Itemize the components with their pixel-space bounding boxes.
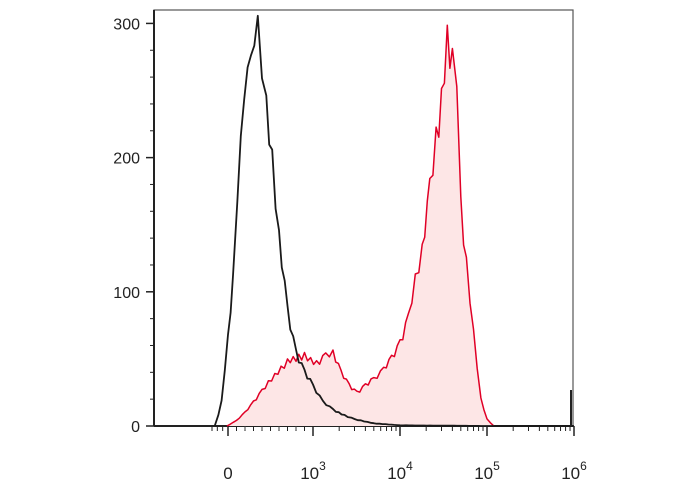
series-line (213, 14, 574, 427)
x-tick-base: 10 (300, 464, 319, 483)
series-area (226, 25, 494, 426)
x-tick-exponent: 3 (319, 459, 326, 473)
plot-frame (153, 9, 574, 427)
x-tick-base: 10 (474, 464, 493, 483)
x-tick-label: 106 (561, 459, 587, 483)
y-tick-label: 100 (113, 285, 140, 302)
x-tick-exponent: 6 (580, 459, 587, 473)
x-tick-label: 105 (474, 459, 500, 483)
x-tick-label: 103 (300, 459, 326, 483)
x-tick-exponent: 5 (493, 459, 500, 473)
x-tick-label: 0 (223, 464, 232, 483)
x-tick-base: 0 (223, 464, 232, 483)
x-tick-exponent: 4 (406, 459, 413, 473)
series-line (226, 24, 495, 427)
x-tick-label: 104 (387, 459, 413, 483)
x-tick-base: 10 (387, 464, 406, 483)
y-tick-label: 300 (113, 16, 140, 33)
x-tick-base: 10 (561, 464, 580, 483)
y-tick-label: 200 (113, 151, 140, 168)
y-tick-label: 0 (131, 419, 140, 436)
